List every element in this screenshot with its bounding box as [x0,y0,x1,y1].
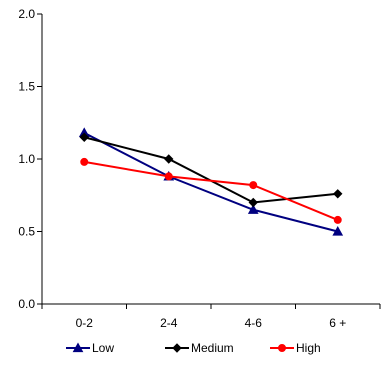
data-point-medium [79,132,89,142]
legend-item-low: Low [66,341,114,355]
data-point-medium [333,189,343,199]
data-point-high [164,172,173,181]
data-point-high [80,157,89,166]
x-tick-label: 4-6 [245,316,263,330]
legend-marker-medium [172,343,182,353]
legend-item-high: High [270,341,321,355]
data-point-high [333,215,342,224]
data-point-high [249,181,258,190]
y-tick-label: 1.5 [18,80,35,94]
y-tick-label: 2.0 [18,7,35,21]
series-line-low [83,132,338,233]
x-tick-label: 2-4 [160,316,178,330]
data-point-low [247,204,259,214]
x-tick-label: 0-2 [76,316,94,330]
legend-marker-high [278,344,286,352]
legend-label-high: High [296,341,321,355]
legend-item-medium: Medium [165,341,234,355]
series-line-high [84,160,339,221]
x-tick-label: 6 + [329,316,346,330]
y-tick-label: 0.5 [18,225,35,239]
data-point-medium [248,197,258,208]
legend-label-medium: Medium [191,341,234,355]
y-tick-label: 0.0 [18,297,35,311]
series-medium [79,132,343,208]
legend-marker-low [72,342,84,353]
legend-label-low: Low [92,341,114,355]
data-point-medium [164,154,174,164]
data-point-low [332,225,344,236]
y-tick-label: 1.0 [18,152,35,166]
series-high [80,157,342,224]
